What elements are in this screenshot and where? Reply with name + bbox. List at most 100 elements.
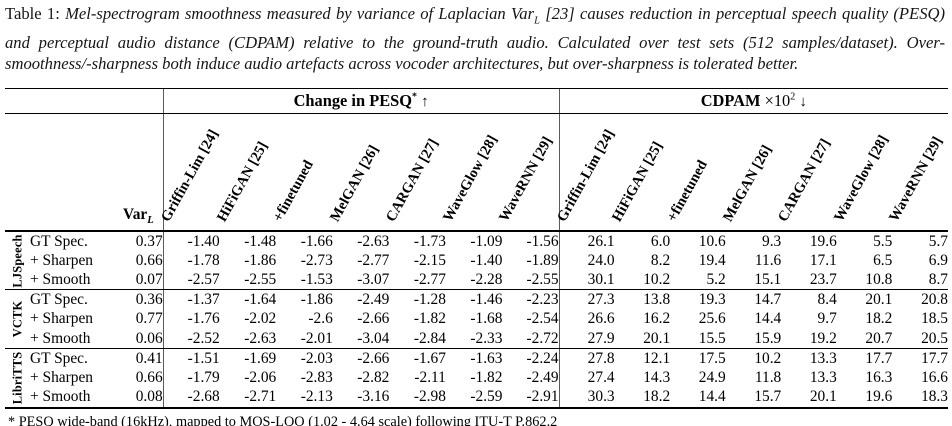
- pesq-value: -1.86: [244, 251, 277, 269]
- pesq-value: -2.57: [162, 270, 220, 291]
- varl-value: 0.66: [135, 251, 163, 269]
- table-row: LibriTTS GT Spec. 0.41 -1.51 -1.69 -2.03 -2.66…: [5, 348, 948, 409]
- pesq-value: -2.71: [219, 387, 277, 409]
- cdpam-value: 14.7: [754, 291, 782, 309]
- results-table: Change in PESQ* ↑ CDPAM ×102 ↓ VarL Grif…: [5, 88, 948, 409]
- pesq-value: -2.55: [502, 270, 560, 291]
- column-header-pesq-4: MelGAN [26]: [327, 113, 390, 233]
- cdpam-value: 16.3: [865, 369, 893, 387]
- cdpam-value: 12.1: [643, 349, 671, 367]
- cdpam-value: 9.3: [762, 232, 782, 250]
- pesq-value: -1.66: [300, 232, 333, 250]
- cdpam-value: 8.4: [817, 291, 837, 309]
- varl-column-header: VarL: [5, 113, 164, 233]
- up-arrow-icon: ↑: [421, 94, 429, 111]
- cdpam-value: 17.7: [921, 349, 948, 367]
- cdpam-value: 15.7: [725, 387, 782, 409]
- vocoder-label: CARGAN [27]: [383, 136, 443, 225]
- cdpam-header-text: CDPAM: [700, 91, 761, 111]
- cdpam-value: 20.1: [614, 329, 671, 350]
- cdpam-value: 20.1: [781, 387, 837, 409]
- dataset-group: LJSpeech GT Spec. 0.37 -1.40 -1.48 -1.66 -2.63…: [5, 231, 948, 291]
- column-header-pesq-6: WaveGlow [28]: [440, 113, 503, 233]
- vocoder-label: +finetuned: [664, 157, 712, 225]
- cdpam-value: 11.8: [754, 369, 782, 387]
- pesq-value: -1.78: [162, 250, 220, 271]
- pesq-value: -2.73: [300, 251, 333, 269]
- pesq-value: -1.79: [162, 368, 220, 388]
- cdpam-value: 19.6: [836, 387, 893, 409]
- cdpam-header-times: ×10: [764, 91, 791, 111]
- cdpam-value: 10.8: [836, 270, 893, 291]
- pesq-value: -1.40: [162, 231, 220, 251]
- pesq-value: -2.49: [357, 291, 390, 309]
- dataset-label-text: LibriTTS: [10, 351, 24, 405]
- table-row: LJSpeech GT Spec. 0.37 -1.40 -1.48 -1.66 -2.63…: [5, 231, 948, 291]
- cdpam-value: 19.2: [781, 329, 837, 350]
- cdpam-value: 5.2: [670, 270, 726, 291]
- pesq-value: -1.67: [413, 349, 446, 367]
- cdpam-value: 14.3: [643, 369, 671, 387]
- varl-value: 0.07: [116, 270, 164, 291]
- vocoder-label: Griffin-Lim [24]: [157, 127, 222, 225]
- pesq-value: -2.15: [413, 251, 446, 269]
- table-row: + Sharpen 0.77 -1.76 -2.02 -2.6 -2.66 -1.82 -1.…: [5, 309, 948, 330]
- pesq-value: -2.24: [526, 349, 559, 367]
- table-row: + Sharpen 0.66 -1.79 -2.06 -2.83 -2.82 -2.11 -1…: [5, 368, 948, 388]
- table-row: VCTK GT Spec. 0.36 -1.37 -1.64 -1.86 -2.49 -1.2…: [5, 289, 948, 350]
- varl-value: 0.77: [135, 310, 163, 328]
- pesq-value: -2.55: [219, 270, 277, 291]
- pesq-value: -2.01: [276, 329, 333, 350]
- cdpam-value: 25.6: [698, 310, 726, 328]
- pesq-value: -1.68: [470, 310, 503, 328]
- cdpam-header-sup: 2: [790, 91, 796, 103]
- pesq-value: -2.11: [414, 369, 446, 387]
- dataset-group: LibriTTS GT Spec. 0.41 -1.51 -1.69 -2.03 -2.66…: [5, 348, 948, 409]
- cdpam-value: 24.9: [698, 369, 726, 387]
- cdpam-value: 18.5: [921, 310, 948, 328]
- pesq-value: -1.40: [470, 251, 503, 269]
- pesq-value: -1.53: [276, 270, 333, 291]
- column-header-pesq-7: WaveRNN [29]: [497, 113, 560, 233]
- cdpam-value: 20.1: [865, 291, 893, 309]
- pesq-value: -1.82: [470, 369, 503, 387]
- pesq-value: -3.04: [332, 329, 390, 350]
- cdpam-value: 6.9: [928, 251, 948, 269]
- cdpam-value: 26.6: [558, 309, 615, 330]
- pesq-value: -2.03: [300, 349, 333, 367]
- cdpam-value: 14.4: [754, 310, 782, 328]
- cdpam-value: 18.3: [892, 387, 948, 409]
- vocoder-label: CARGAN [27]: [775, 136, 834, 225]
- pesq-value: -2.66: [357, 310, 390, 328]
- cdpam-value: 14.4: [670, 387, 726, 409]
- cdpam-value: 27.8: [558, 348, 615, 369]
- vocoder-label: HiFiGAN [25]: [608, 139, 666, 225]
- pesq-value: -2.98: [389, 387, 446, 409]
- cdpam-value: 20.5: [892, 329, 948, 350]
- vocoder-label: WaveRNN [29]: [886, 134, 947, 225]
- pesq-value: -2.82: [357, 369, 390, 387]
- varl-value: 0.66: [135, 369, 163, 387]
- pesq-value: -2.52: [162, 329, 220, 350]
- cdpam-value: 6.0: [650, 232, 671, 250]
- column-header-cdpam-7: WaveRNN [29]: [886, 113, 948, 233]
- pesq-value: -2.72: [502, 329, 560, 350]
- column-header-cdpam-4: MelGAN [26]: [720, 113, 782, 233]
- vocoder-label: WaveGlow [28]: [830, 132, 892, 225]
- cdpam-value: 27.4: [558, 368, 615, 388]
- cdpam-value: 5.5: [873, 232, 893, 250]
- cdpam-value: 20.7: [836, 329, 893, 350]
- pesq-value: -2.84: [389, 329, 446, 350]
- cdpam-value: 18.2: [865, 310, 893, 328]
- cdpam-value: 9.7: [817, 310, 837, 328]
- row-label: + Smooth: [30, 387, 117, 409]
- cdpam-value: 24.0: [558, 250, 615, 271]
- column-header-cdpam-3: +finetuned: [664, 113, 726, 233]
- pesq-value: -1.76: [162, 309, 220, 330]
- cdpam-value: 15.9: [725, 329, 782, 350]
- column-header-pesq-3: +finetuned: [270, 113, 333, 233]
- pesq-value: -2.13: [276, 387, 333, 409]
- varl-header-sub: L: [147, 215, 154, 227]
- column-header-pesq-5: CARGAN [27]: [383, 113, 446, 233]
